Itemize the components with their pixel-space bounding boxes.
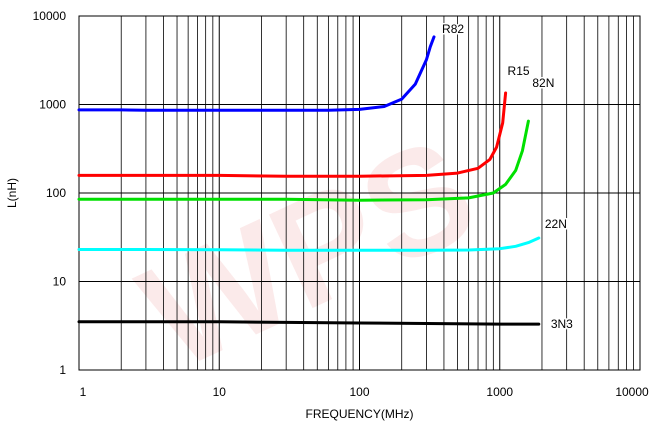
plot-frame: [78, 15, 641, 371]
y-tick-labels: 1 10 100 1000 10000: [33, 9, 67, 377]
x-tick-label: 1000: [486, 385, 513, 399]
x-tick-label: 10000: [615, 385, 649, 399]
series-line-r15: [77, 91, 508, 178]
x-tick-label: 100: [349, 385, 369, 399]
x-tick-label: 1: [80, 385, 87, 399]
series-lines: [77, 35, 541, 326]
y-tick-label: 1000: [39, 98, 66, 112]
x-axis-title: FREQUENCY(MHz): [306, 407, 414, 421]
series-label-r15: R15: [508, 64, 530, 78]
x-tick-labels: 1 10 100 1000 10000: [80, 385, 649, 399]
y-tick-label: 10: [53, 275, 67, 289]
series-line-r82: [77, 35, 436, 112]
y-tick-label: 100: [46, 186, 66, 200]
series-label-22n: 22N: [545, 217, 567, 231]
y-tick-label: 1: [59, 363, 66, 377]
series-label-3n3: 3N3: [551, 317, 573, 331]
watermark: WPS: [118, 105, 499, 402]
series-line-82n: [77, 119, 530, 202]
series-label-82n: 82N: [532, 76, 554, 90]
series-line-22n: [77, 236, 541, 252]
series-line-3n3: [77, 320, 541, 326]
y-axis-title: L(nH): [5, 178, 19, 208]
watermark-text: WPS: [118, 105, 499, 402]
series-label-r82: R82: [442, 22, 464, 36]
x-tick-label: 10: [213, 385, 227, 399]
y-tick-label: 10000: [33, 9, 67, 23]
